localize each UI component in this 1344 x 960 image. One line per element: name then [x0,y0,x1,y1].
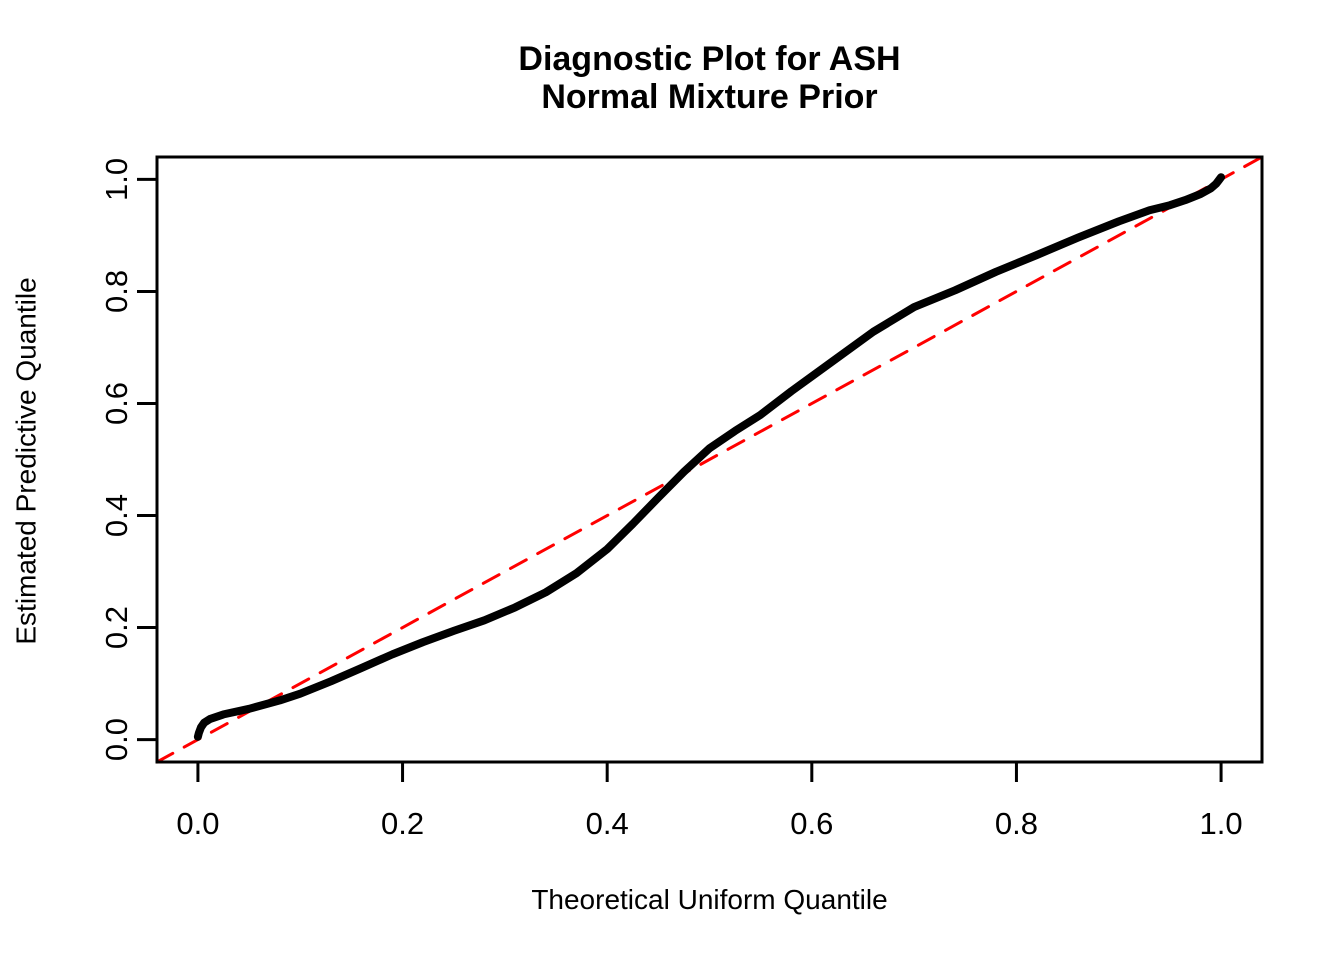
x-axis-title: Theoretical Uniform Quantile [531,884,888,915]
x-tick-label: 0.2 [381,806,424,841]
y-tick-label: 0.6 [99,382,134,425]
chart-title-line1: Diagnostic Plot for ASH [518,40,901,78]
x-tick-label: 1.0 [1200,806,1243,841]
y-tick-label: 1.0 [99,158,134,201]
plot-box [155,155,1264,764]
y-tick-label: 0.0 [99,718,134,761]
y-tick-label: 0.4 [99,494,134,537]
y-tick-label: 0.2 [99,606,134,649]
x-tick-label: 0.8 [995,806,1038,841]
y-axis-title: Estimated Predictive Quantile [10,277,42,645]
reference-diagonal-y-equals-x [155,155,1264,764]
estimated-predictive-quantile-curve [193,173,1226,741]
chart-title: Diagnostic Plot for ASH Normal Mixture P… [157,40,1262,116]
y-tick-label: 0.8 [99,270,134,313]
x-tick-label: 0.0 [176,806,219,841]
x-tick-label: 0.6 [790,806,833,841]
x-tick-label: 0.4 [586,806,629,841]
chart-title-line2: Normal Mixture Prior [541,78,878,116]
